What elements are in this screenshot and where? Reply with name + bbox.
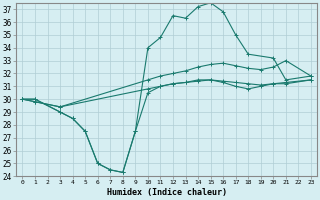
X-axis label: Humidex (Indice chaleur): Humidex (Indice chaleur) (107, 188, 227, 197)
